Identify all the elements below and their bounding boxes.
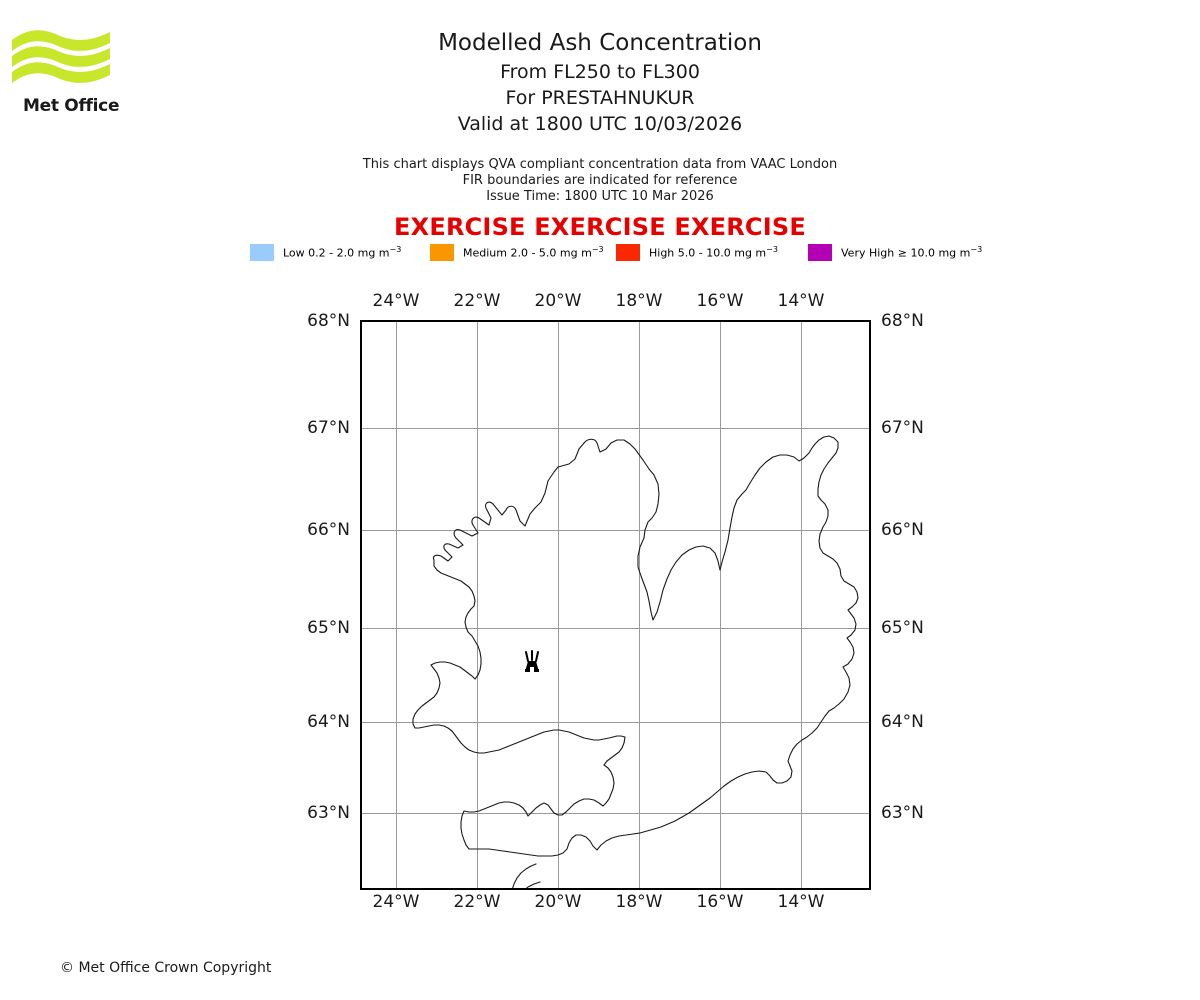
chart-notes-block: This chart displays QVA compliant concen…: [0, 157, 1200, 205]
lon-tick-bottom-24°W: 24°W: [372, 892, 420, 912]
lat-tick-left-64°N: 64°N: [307, 712, 350, 732]
lon-tick-top-22°W: 22°W: [453, 291, 501, 311]
legend-item-medium: Medium 2.0 - 5.0 mg m−3: [430, 242, 604, 262]
legend-swatch-icon: [808, 243, 832, 261]
lat-tick-left-65°N: 65°N: [307, 618, 350, 638]
legend-item-low: Low 0.2 - 2.0 mg m−3: [250, 242, 401, 262]
lon-tick-top-16°W: 16°W: [696, 291, 744, 311]
legend-swatch-icon: [430, 243, 454, 261]
note-fir-boundaries: FIR boundaries are indicated for referen…: [462, 173, 738, 188]
lat-tick-right-64°N: 64°N: [881, 712, 924, 732]
concentration-legend: Low 0.2 - 2.0 mg m−3 Medium 2.0 - 5.0 mg …: [0, 242, 1200, 262]
iceland-coastline: [412, 435, 859, 888]
met-office-logo: Met Office: [12, 26, 122, 116]
title-volcano-name: For PRESTAHNUKUR: [505, 87, 695, 109]
lon-tick-top-20°W: 20°W: [534, 291, 582, 311]
lon-tick-top-18°W: 18°W: [615, 291, 663, 311]
copyright-footer: © Met Office Crown Copyright: [60, 960, 272, 976]
map-plot-area[interactable]: [360, 320, 871, 890]
lat-tick-right-63°N: 63°N: [881, 803, 924, 823]
lat-tick-right-65°N: 65°N: [881, 618, 924, 638]
note-issue-time: Issue Time: 1800 UTC 10 Mar 2026: [486, 189, 714, 204]
lon-tick-bottom-20°W: 20°W: [534, 892, 582, 912]
lon-tick-top-14°W: 14°W: [777, 291, 825, 311]
lon-tick-top-24°W: 24°W: [372, 291, 420, 311]
lon-tick-bottom-22°W: 22°W: [453, 892, 501, 912]
note-qva-source: This chart displays QVA compliant concen…: [362, 157, 838, 172]
lat-tick-left-63°N: 63°N: [307, 803, 350, 823]
lat-tick-left-67°N: 67°N: [307, 418, 350, 438]
legend-swatch-icon: [250, 243, 274, 261]
legend-label: High 5.0 - 10.0 mg m−3: [649, 244, 778, 260]
title-flight-levels: From FL250 to FL300: [500, 61, 700, 83]
page-title: Modelled Ash Concentration: [438, 30, 762, 56]
lat-tick-right-68°N: 68°N: [881, 311, 924, 331]
lat-tick-left-68°N: 68°N: [307, 311, 350, 331]
lat-tick-right-66°N: 66°N: [881, 520, 924, 540]
title-valid-time: Valid at 1800 UTC 10/03/2026: [457, 113, 743, 135]
legend-label: Medium 2.0 - 5.0 mg m−3: [463, 244, 604, 260]
legend-label: Very High ≥ 10.0 mg m−3: [841, 244, 983, 260]
lon-tick-bottom-18°W: 18°W: [615, 892, 663, 912]
lat-tick-left-66°N: 66°N: [307, 520, 350, 540]
legend-item-high: High 5.0 - 10.0 mg m−3: [616, 242, 778, 262]
legend-label: Low 0.2 - 2.0 mg m−3: [283, 244, 402, 260]
map-graticule: [362, 322, 869, 888]
lat-tick-right-67°N: 67°N: [881, 418, 924, 438]
volcano-marker-icon: [525, 650, 539, 672]
wave-logo-icon: [12, 26, 110, 88]
lon-tick-bottom-16°W: 16°W: [696, 892, 744, 912]
chart-title-block: Modelled Ash Concentration From FL250 to…: [0, 28, 1200, 137]
lon-tick-bottom-14°W: 14°W: [777, 892, 825, 912]
legend-item-very-high: Very High ≥ 10.0 mg m−3: [808, 242, 982, 262]
exercise-banner: EXERCISE EXERCISE EXERCISE: [394, 213, 806, 241]
met-office-wordmark: Met Office: [23, 96, 120, 116]
legend-swatch-icon: [616, 243, 640, 261]
